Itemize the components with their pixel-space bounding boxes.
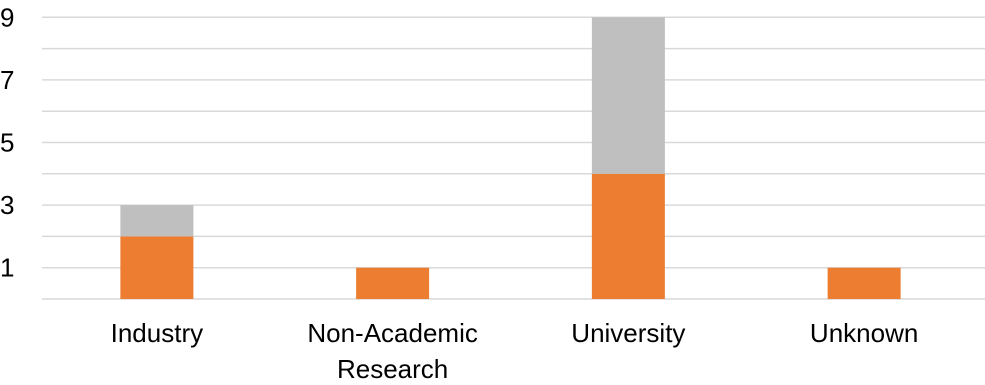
- x-category-label: Unknown: [810, 318, 918, 348]
- x-category-label: Industry: [111, 318, 204, 348]
- y-tick-label: 3: [0, 190, 14, 220]
- bar-segment-series-1: [356, 267, 430, 299]
- y-tick-label: 7: [0, 65, 14, 95]
- bar-segment-series-1: [827, 267, 901, 299]
- bars: [120, 17, 901, 299]
- y-axis-tick-labels: 1 3 5 7 9: [0, 2, 14, 282]
- x-axis-category-labels: Industry Non-Academic Research University Un…: [111, 318, 919, 384]
- y-tick-label: 5: [0, 128, 14, 158]
- bar-segment-series-2: [591, 17, 665, 174]
- bar-segment-series-1: [120, 236, 194, 299]
- x-category-label: University: [571, 318, 685, 348]
- y-tick-label: 9: [0, 2, 14, 32]
- y-tick-label: 1: [0, 253, 14, 283]
- bar-segment-series-1: [591, 173, 665, 299]
- bar-segment-series-2: [120, 205, 194, 237]
- x-category-label: Non-Academic Research: [307, 318, 478, 384]
- gridlines: [42, 16, 985, 300]
